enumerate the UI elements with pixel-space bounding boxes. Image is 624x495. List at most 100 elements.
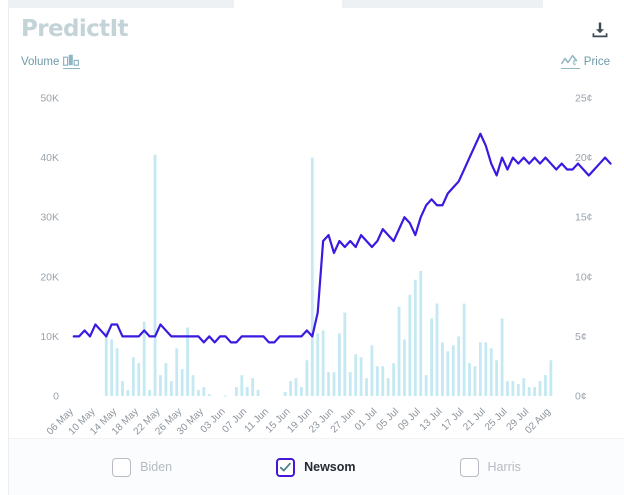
x-axis-tick-label: 13 Jul — [418, 406, 445, 433]
volume-bar — [131, 357, 135, 396]
x-axis-tick: 09 Jul — [396, 406, 423, 433]
volume-bar — [115, 348, 119, 396]
volume-bar — [533, 387, 537, 396]
y-axis-tick-label: 40K — [40, 152, 59, 164]
volume-bar — [522, 378, 526, 396]
legend-item-harris[interactable]: Harris — [459, 457, 521, 477]
volume-bar — [142, 321, 146, 396]
volume-toggle[interactable]: Volume — [21, 54, 81, 69]
x-axis-tick-label: 25 Jul — [483, 406, 510, 433]
volume-bar — [327, 372, 330, 396]
volume-bar — [419, 270, 423, 396]
y-axis-tick-label: 0 — [53, 391, 59, 403]
x-axis-tick-label: 09 Jul — [396, 406, 423, 433]
volume-bar — [511, 381, 515, 396]
y2-axis-tick-label: 20¢ — [575, 152, 593, 164]
volume-bar — [153, 154, 157, 396]
chart-card: PredictIt Volume — [8, 8, 624, 495]
legend-checkbox-newsom[interactable] — [276, 457, 296, 477]
volume-bar — [294, 378, 298, 396]
legend-label: Biden — [140, 460, 173, 474]
x-axis-tick: 27 Jun — [329, 406, 358, 435]
price-toggle[interactable]: ¢ Price — [560, 54, 610, 69]
volume-bar — [256, 390, 260, 396]
volume-bar — [478, 342, 482, 396]
volume-bar — [191, 375, 195, 396]
volume-bar — [121, 381, 124, 396]
x-axis-tick-label: 17 Jul — [440, 406, 467, 433]
volume-bar — [126, 390, 130, 396]
volume-bar — [462, 303, 466, 396]
volume-bar — [392, 363, 396, 396]
volume-bar — [381, 366, 385, 396]
volume-bar — [251, 378, 255, 396]
volume-bar — [164, 363, 168, 396]
volume-bar — [169, 381, 173, 396]
volume-bar — [180, 369, 184, 396]
volume-bar — [403, 339, 406, 396]
volume-bar — [354, 354, 358, 396]
x-axis-tick: 01 Jul — [353, 406, 380, 433]
volume-bar — [240, 375, 244, 396]
x-axis-tick-label: 21 Jul — [461, 406, 488, 433]
volume-bar — [359, 357, 363, 396]
series-legend: Biden Newsom Harris — [9, 438, 624, 495]
volume-bar — [365, 378, 368, 396]
download-icon[interactable] — [590, 20, 610, 40]
volume-bar — [408, 294, 412, 396]
bar-chart-icon — [63, 54, 81, 69]
volume-bar — [370, 345, 374, 396]
volume-bar — [457, 336, 461, 396]
volume-bar — [435, 303, 439, 396]
volume-bar — [186, 327, 189, 396]
svg-text:¢: ¢ — [572, 59, 576, 67]
volume-bar — [300, 387, 303, 396]
volume-bar — [104, 330, 108, 396]
volume-bar — [430, 318, 433, 396]
check-icon — [280, 462, 291, 471]
legend-label: Newsom — [304, 460, 356, 474]
volume-bar — [348, 372, 352, 396]
volume-bar — [202, 387, 206, 396]
volume-bar — [245, 387, 249, 396]
x-axis-tick: 07 Jun — [220, 406, 249, 435]
legend-checkbox-biden[interactable] — [112, 457, 132, 477]
legend-item-newsom[interactable]: Newsom — [276, 457, 356, 477]
x-axis-tick-label: 01 Jul — [353, 406, 380, 433]
volume-bar — [148, 390, 152, 396]
volume-bar — [159, 375, 162, 396]
page-top-strips — [0, 0, 624, 8]
volume-bar — [175, 348, 179, 396]
volume-bar — [337, 333, 341, 396]
volume-bar — [489, 348, 493, 396]
y-axis-tick-label: 50K — [40, 93, 59, 105]
volume-bar — [316, 333, 320, 396]
volume-bar — [441, 342, 444, 396]
legend-item-biden[interactable]: Biden — [112, 457, 173, 477]
x-axis-tick: 13 Jul — [418, 406, 445, 433]
line-chart-cents-icon-svg: ¢ — [560, 54, 578, 67]
volume-bar — [473, 366, 477, 396]
top-strip-right — [342, 0, 543, 8]
legend-checkbox-harris[interactable] — [459, 457, 479, 477]
volume-bar — [544, 375, 547, 396]
x-axis-tick: 05 Jul — [375, 406, 402, 433]
line-chart-cents-icon: ¢ — [560, 54, 580, 69]
volume-bar — [495, 360, 499, 396]
price-line — [72, 132, 612, 344]
y2-axis-tick-label: 10¢ — [575, 271, 593, 283]
x-axis-tick: 25 Jul — [483, 406, 510, 433]
y2-axis-tick-label: 15¢ — [575, 212, 593, 224]
download-icon-svg — [592, 22, 608, 38]
plot-area: 0 10K 20K 30K 40K 50K 0¢ 5¢ 10¢ 15¢ 20¢ 25¢ 06 May 10… — [9, 84, 624, 454]
volume-bar — [332, 372, 336, 396]
x-axis-tick: 21 Jul — [461, 406, 488, 433]
volume-bar — [451, 345, 455, 396]
volume-bar — [484, 342, 488, 396]
brand-name: PredictIt — [21, 16, 129, 42]
x-axis-tick-label: 05 Jul — [375, 406, 402, 433]
volume-bar — [110, 339, 114, 396]
volume-bar — [500, 318, 504, 396]
volume-toggle-label: Volume — [21, 55, 60, 68]
